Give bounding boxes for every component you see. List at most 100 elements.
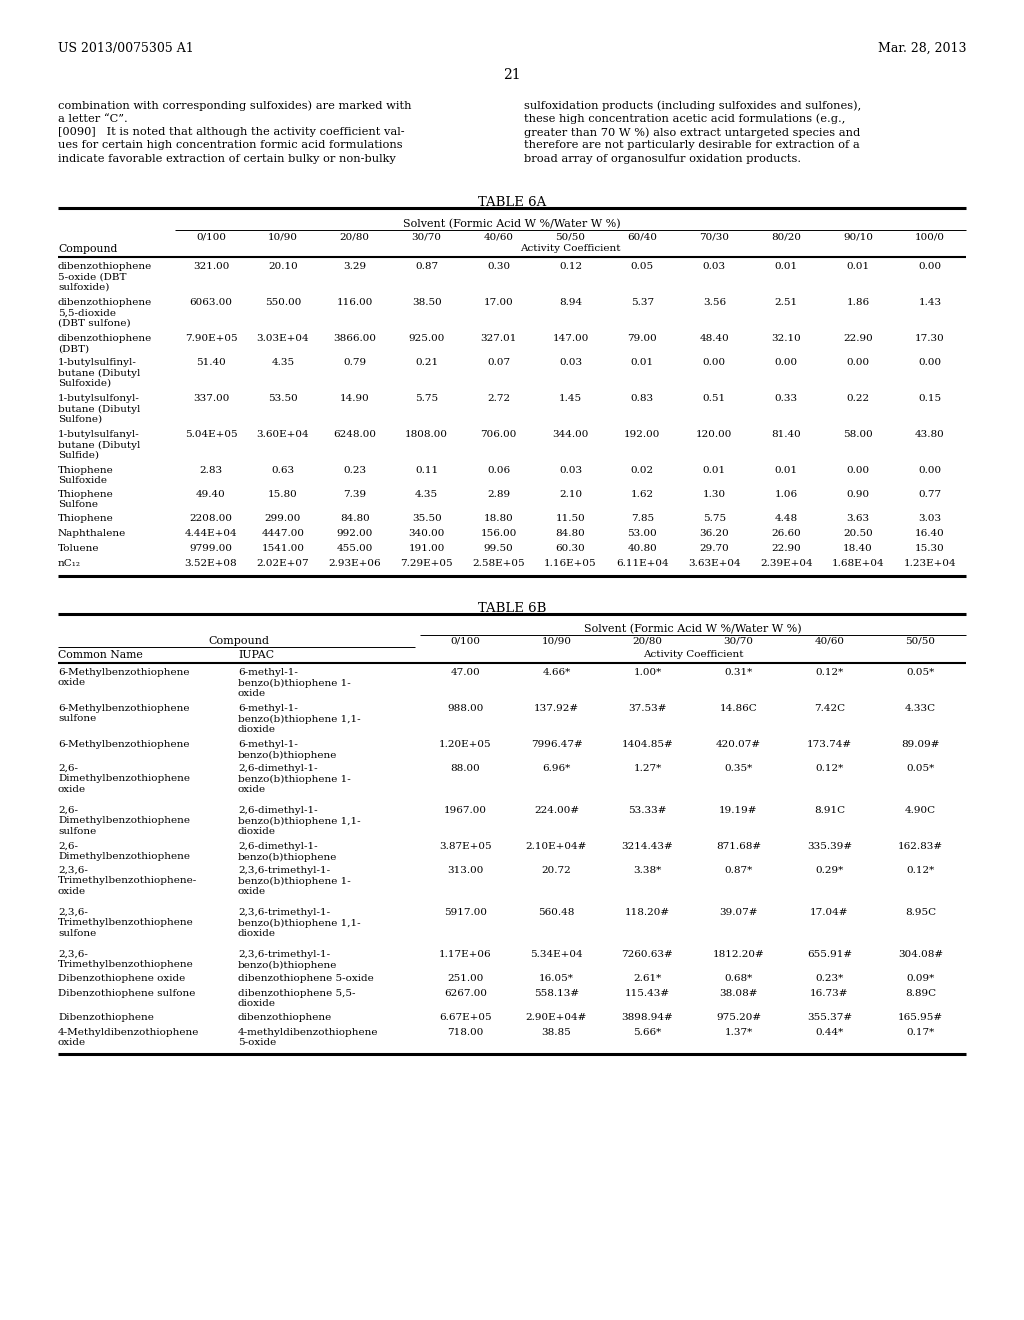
Text: 0.83: 0.83 [631,393,654,403]
Text: 14.90: 14.90 [340,393,370,403]
Text: 0.77: 0.77 [919,490,942,499]
Text: 10/90: 10/90 [268,234,298,242]
Text: 1.17E+06: 1.17E+06 [439,950,492,960]
Text: TABLE 6A: TABLE 6A [478,195,546,209]
Text: 1.16E+05: 1.16E+05 [544,558,597,568]
Text: 7996.47#: 7996.47# [530,741,583,748]
Text: 2,3,6-
Trimethylbenzothiophene
sulfone: 2,3,6- Trimethylbenzothiophene sulfone [58,908,194,937]
Text: 30/70: 30/70 [724,638,754,645]
Text: 1541.00: 1541.00 [261,544,304,553]
Text: 17.30: 17.30 [915,334,945,343]
Text: 558.13#: 558.13# [534,989,579,998]
Text: 344.00: 344.00 [552,430,589,440]
Text: 8.95C: 8.95C [905,908,936,917]
Text: 0.17*: 0.17* [906,1028,935,1038]
Text: 2.89: 2.89 [487,490,510,499]
Text: combination with corresponding sulfoxides) are marked with: combination with corresponding sulfoxide… [58,100,412,111]
Text: 5917.00: 5917.00 [444,908,487,917]
Text: 6.67E+05: 6.67E+05 [439,1012,492,1022]
Text: 4.44E+04: 4.44E+04 [184,529,238,539]
Text: 0.00: 0.00 [919,358,942,367]
Text: 0.87*: 0.87* [724,866,753,875]
Text: Mar. 28, 2013: Mar. 28, 2013 [878,42,966,55]
Text: 335.39#: 335.39# [807,842,852,851]
Text: 655.91#: 655.91# [807,950,852,960]
Text: 2.93E+06: 2.93E+06 [329,558,381,568]
Text: 0.05: 0.05 [631,261,654,271]
Text: 0.29*: 0.29* [815,866,844,875]
Text: 1-butylsulfanyl-
butane (Dibutyl
Sulfide): 1-butylsulfanyl- butane (Dibutyl Sulfide… [58,430,140,459]
Text: 6267.00: 6267.00 [444,989,487,998]
Text: 192.00: 192.00 [625,430,660,440]
Text: 38.08#: 38.08# [719,989,758,998]
Text: 8.89C: 8.89C [905,989,936,998]
Text: 165.95#: 165.95# [898,1012,943,1022]
Text: 30/70: 30/70 [412,234,441,242]
Text: 0/100: 0/100 [451,638,480,645]
Text: 0.12*: 0.12* [906,866,935,875]
Text: Dibenzothiophene: Dibenzothiophene [58,1012,154,1022]
Text: 88.00: 88.00 [451,764,480,774]
Text: 3.52E+08: 3.52E+08 [184,558,238,568]
Text: 0.03: 0.03 [559,466,582,475]
Text: 0/100: 0/100 [196,234,226,242]
Text: 79.00: 79.00 [628,334,657,343]
Text: 32.10: 32.10 [771,334,801,343]
Text: 70/30: 70/30 [699,234,729,242]
Text: 0.03: 0.03 [559,358,582,367]
Text: 0.51: 0.51 [702,393,726,403]
Text: 60.30: 60.30 [556,544,586,553]
Text: ues for certain high concentration formic acid formulations: ues for certain high concentration formi… [58,140,402,150]
Text: 2.10E+04#: 2.10E+04# [525,842,587,851]
Text: greater than 70 W %) also extract untargeted species and: greater than 70 W %) also extract untarg… [524,127,860,137]
Text: 6-Methylbenzothiophene
oxide: 6-Methylbenzothiophene oxide [58,668,189,688]
Text: 5.34E+04: 5.34E+04 [530,950,583,960]
Text: 1.27*: 1.27* [634,764,662,774]
Text: 0.06: 0.06 [487,466,510,475]
Text: dibenzothiophene 5-oxide: dibenzothiophene 5-oxide [238,974,374,983]
Text: dibenzothiophene
(DBT): dibenzothiophene (DBT) [58,334,153,354]
Text: 22.90: 22.90 [843,334,873,343]
Text: Activity Coefficient: Activity Coefficient [520,244,621,253]
Text: 340.00: 340.00 [409,529,444,539]
Text: 1.43: 1.43 [919,298,942,308]
Text: 40/60: 40/60 [814,638,845,645]
Text: 0.12: 0.12 [559,261,582,271]
Text: 2.72: 2.72 [487,393,510,403]
Text: 21: 21 [503,69,521,82]
Text: 0.02: 0.02 [631,466,654,475]
Text: 1-butylsulfonyl-
butane (Dibutyl
Sulfone): 1-butylsulfonyl- butane (Dibutyl Sulfone… [58,393,140,424]
Text: 3.60E+04: 3.60E+04 [257,430,309,440]
Text: 2,6-
Dimethylbenzothiophene
oxide: 2,6- Dimethylbenzothiophene oxide [58,764,190,793]
Text: 40/60: 40/60 [483,234,514,242]
Text: 1.68E+04: 1.68E+04 [831,558,885,568]
Text: 120.00: 120.00 [696,430,732,440]
Text: 3214.43#: 3214.43# [622,842,674,851]
Text: 7.90E+05: 7.90E+05 [184,334,238,343]
Text: 89.09#: 89.09# [901,741,940,748]
Text: 99.50: 99.50 [483,544,513,553]
Text: 0.30: 0.30 [487,261,510,271]
Text: Activity Coefficient: Activity Coefficient [643,649,743,659]
Text: 8.94: 8.94 [559,298,582,308]
Text: 17.04#: 17.04# [810,908,849,917]
Text: dibenzothiophene
5,5-dioxide
(DBT sulfone): dibenzothiophene 5,5-dioxide (DBT sulfon… [58,298,153,327]
Text: Naphthalene: Naphthalene [58,529,126,539]
Text: 16.73#: 16.73# [810,989,849,998]
Text: dibenzothiophene: dibenzothiophene [238,1012,332,1022]
Text: 17.00: 17.00 [483,298,513,308]
Text: 1.20E+05: 1.20E+05 [439,741,492,748]
Text: 975.20#: 975.20# [716,1012,761,1022]
Text: 156.00: 156.00 [480,529,517,539]
Text: 1.00*: 1.00* [634,668,662,677]
Text: 1812.20#: 1812.20# [713,950,764,960]
Text: 8.91C: 8.91C [814,807,845,814]
Text: 147.00: 147.00 [552,334,589,343]
Text: 2,6-dimethyl-1-
benzo(b)thiophene: 2,6-dimethyl-1- benzo(b)thiophene [238,842,337,862]
Text: Thiophene
Sulfone: Thiophene Sulfone [58,490,114,510]
Text: 18.80: 18.80 [483,513,513,523]
Text: 50/50: 50/50 [555,234,586,242]
Text: 6248.00: 6248.00 [333,430,376,440]
Text: 0.44*: 0.44* [815,1028,844,1038]
Text: 11.50: 11.50 [556,513,586,523]
